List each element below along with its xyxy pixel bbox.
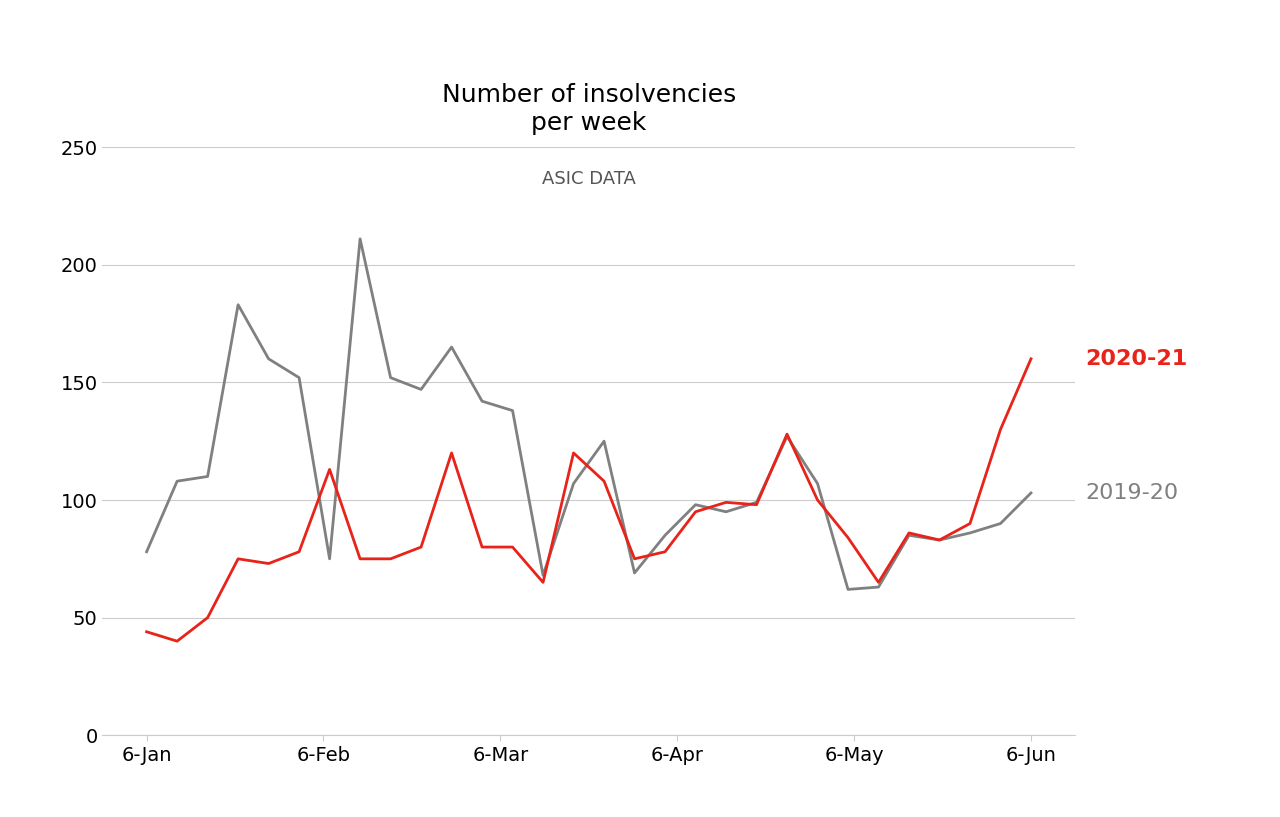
Text: 2020-21: 2020-21	[1085, 349, 1187, 368]
Text: Number of insolvencies
per week: Number of insolvencies per week	[442, 83, 736, 136]
Text: ASIC DATA: ASIC DATA	[541, 170, 636, 188]
Text: 2019-20: 2019-20	[1085, 483, 1178, 503]
